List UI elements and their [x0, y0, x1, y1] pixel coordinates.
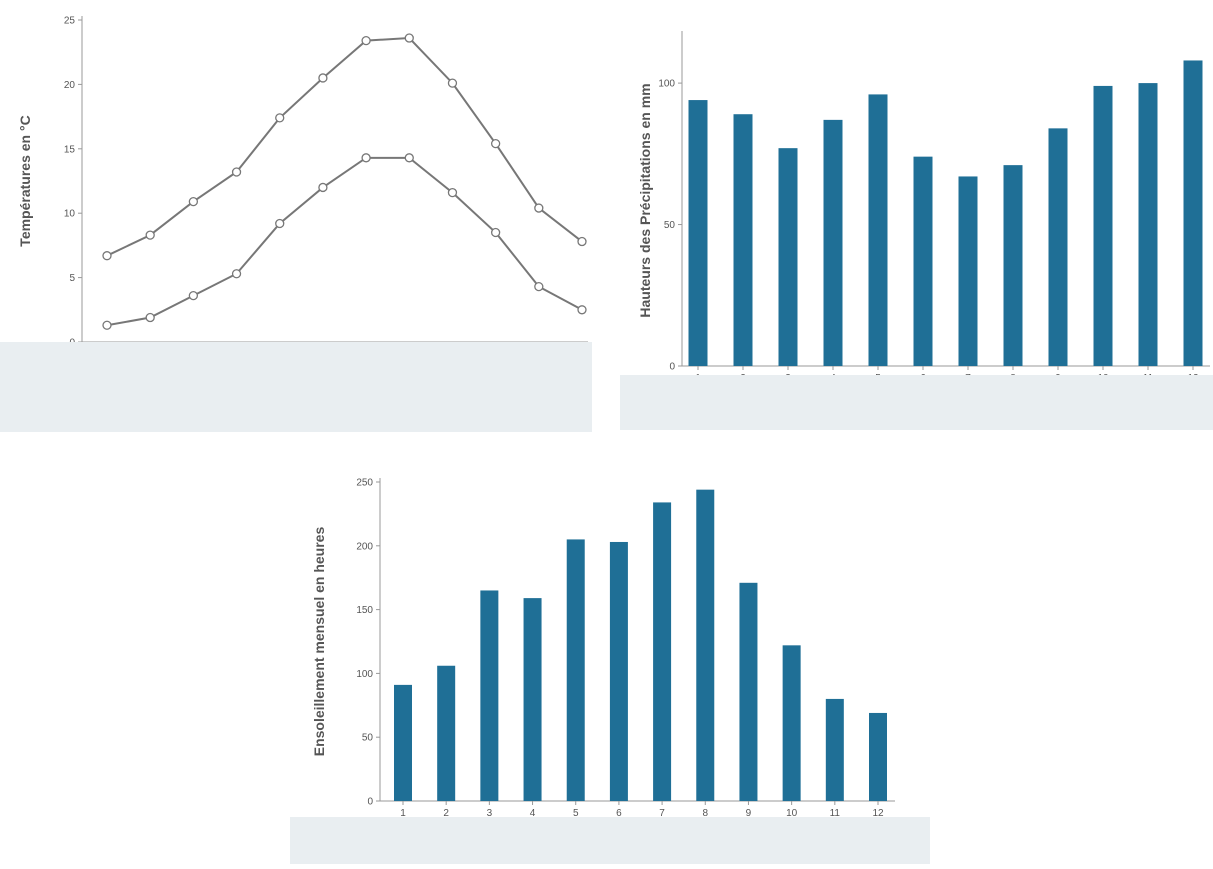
series-line-max	[106, 37, 583, 257]
data-point-max	[490, 138, 501, 149]
data-point-min	[447, 187, 458, 198]
bar-month-3	[480, 590, 499, 801]
y-axis-title: Ensoleillement mensuel en heures	[311, 527, 327, 757]
bar-month-4	[523, 598, 542, 801]
legend-band	[290, 817, 930, 864]
y-tick-label: 100	[356, 669, 373, 680]
legend-band	[620, 375, 1213, 430]
x-tick-label: 7	[659, 808, 665, 819]
data-point-max	[145, 230, 155, 240]
y-tick-label: 0	[669, 362, 675, 373]
bar-month-9	[1048, 128, 1068, 366]
y-tick-label: 100	[658, 79, 675, 90]
bar-month-5	[868, 94, 888, 367]
data-point-max	[188, 196, 199, 207]
x-tick-label: 2	[443, 808, 449, 819]
bar-month-3	[778, 148, 798, 366]
bar-month-6	[609, 541, 628, 801]
x-tick-label: 8	[702, 808, 708, 819]
y-tick-label: 25	[64, 16, 76, 27]
series-line-min	[106, 156, 583, 327]
y-tick-label: 0	[367, 797, 373, 808]
data-point-min	[188, 290, 199, 301]
data-point-max	[361, 35, 371, 46]
bar-month-7	[958, 176, 978, 366]
x-tick-label: 6	[616, 808, 622, 819]
data-point-min	[577, 305, 587, 315]
x-tick-label: 9	[746, 808, 752, 819]
sunshine-chart: 0 50 100 150 200 250 Ensoleillement mensuel en…	[311, 478, 895, 846]
x-tick-label: 4	[530, 808, 536, 819]
data-point-max	[318, 73, 328, 83]
y-tick-label: 150	[356, 605, 373, 616]
bar-month-10	[782, 645, 801, 801]
sunshine-chart-panel: 0 50 100 150 200 250 Ensoleillement mensuel en…	[290, 462, 930, 864]
bar-month-11	[825, 698, 844, 801]
bar-month-10	[1093, 85, 1113, 366]
data-point-min	[231, 269, 242, 279]
y-tick-label: 50	[664, 220, 676, 231]
bar-month-1	[394, 684, 412, 801]
y-tick-label: 200	[356, 541, 373, 552]
bar-month-7	[653, 502, 672, 801]
legend-band	[0, 342, 592, 432]
x-tick-label: 10	[786, 808, 798, 819]
data-point-min	[490, 227, 501, 238]
y-tick-label: 20	[64, 80, 76, 91]
bar-month-12	[869, 712, 887, 801]
data-point-min	[145, 312, 155, 323]
bar-month-2	[437, 665, 456, 801]
temperature-chart-panel: 0510152025Températures en °C123456789101…	[0, 0, 600, 432]
y-tick-label: 10	[64, 209, 76, 220]
data-point-max	[404, 33, 414, 43]
x-tick-label: 5	[573, 808, 579, 819]
y-tick-label: 250	[356, 478, 373, 489]
bar-month-8	[696, 489, 715, 801]
bar-month-11	[1138, 83, 1158, 366]
bar-month-4	[823, 119, 843, 366]
x-tick-label: 3	[487, 808, 493, 819]
y-tick-label: 15	[64, 144, 76, 155]
data-point-min	[102, 320, 112, 330]
data-point-min	[275, 218, 285, 229]
data-point-max	[577, 236, 587, 247]
bar-month-9	[739, 582, 758, 801]
bar-month-2	[733, 114, 753, 366]
data-point-min	[404, 153, 414, 163]
data-point-max	[275, 113, 285, 123]
x-tick-label: 1	[400, 808, 406, 819]
y-axis-title: Températures en °C	[17, 115, 33, 246]
bar-month-6	[913, 156, 933, 366]
data-point-max	[447, 78, 458, 88]
data-point-max	[102, 251, 112, 261]
x-tick-label: 12	[872, 808, 884, 819]
bar-month-8	[1003, 165, 1023, 366]
data-point-min	[534, 281, 544, 292]
data-point-min	[318, 182, 328, 193]
x-tick-label: 11	[830, 808, 841, 819]
bar-month-12	[1183, 60, 1203, 366]
data-point-max	[231, 167, 242, 177]
data-point-min	[361, 153, 371, 163]
data-point-max	[534, 203, 544, 213]
y-axis-title: Hauteurs des Précipitations en mm	[637, 83, 653, 317]
bar-month-1	[688, 100, 708, 367]
bar-month-5	[566, 539, 585, 801]
y-tick-label: 5	[69, 273, 75, 284]
y-tick-label: 50	[362, 733, 374, 744]
